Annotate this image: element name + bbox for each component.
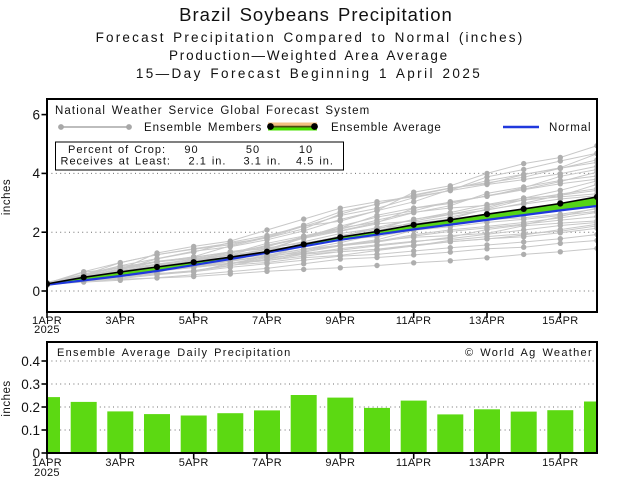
- svg-text:9APR: 9APR: [325, 315, 355, 327]
- svg-text:inches: inches: [1, 179, 13, 215]
- svg-text:Production—Weighted Area Avera: Production—Weighted Area Average: [169, 48, 449, 63]
- svg-text:7APR: 7APR: [252, 315, 282, 327]
- svg-text:0.2: 0.2: [21, 400, 40, 415]
- svg-text:90: 90: [184, 144, 198, 156]
- svg-text:Brazil Soybeans Precipitation: Brazil Soybeans Precipitation: [179, 4, 453, 25]
- svg-text:4: 4: [32, 166, 40, 181]
- svg-text:0.4: 0.4: [21, 354, 40, 369]
- svg-text:Ensemble Average: Ensemble Average: [331, 122, 442, 134]
- svg-text:Ensemble Average Daily Precipi: Ensemble Average Daily Precipitation: [57, 347, 292, 359]
- svg-text:National Weather Service Globa: National Weather Service Global Forecast…: [55, 105, 370, 117]
- svg-text:0.3: 0.3: [21, 377, 40, 392]
- svg-text:4.5 in.: 4.5 in.: [296, 156, 334, 168]
- svg-text:2.1 in.: 2.1 in.: [189, 156, 227, 168]
- svg-text:15APR: 15APR: [542, 457, 578, 469]
- svg-text:Receives at Least:: Receives at Least:: [61, 156, 172, 168]
- svg-text:2: 2: [32, 225, 40, 240]
- svg-text:13APR: 13APR: [469, 457, 505, 469]
- svg-text:inches: inches: [1, 380, 13, 416]
- svg-text:0.1: 0.1: [21, 423, 40, 438]
- svg-text:1APR: 1APR: [32, 457, 62, 469]
- svg-text:6: 6: [32, 107, 40, 122]
- svg-text:15APR: 15APR: [542, 315, 578, 327]
- svg-text:13APR: 13APR: [469, 315, 505, 327]
- svg-text:10: 10: [299, 144, 313, 156]
- svg-text:Forecast Precipitation Compare: Forecast Precipitation Compared to Norma…: [96, 30, 525, 45]
- svg-text:15—Day Forecast Beginning 1 Ap: 15—Day Forecast Beginning 1 April 2025: [136, 66, 482, 81]
- svg-text:Ensemble Members: Ensemble Members: [144, 122, 262, 134]
- svg-text:1APR: 1APR: [32, 315, 62, 327]
- svg-text:3APR: 3APR: [105, 457, 135, 469]
- svg-text:Normal: Normal: [549, 122, 591, 134]
- svg-text:3APR: 3APR: [105, 315, 135, 327]
- svg-text:50: 50: [246, 144, 260, 156]
- svg-text:2025: 2025: [34, 467, 60, 479]
- svg-text:2025: 2025: [34, 324, 60, 336]
- svg-text:0: 0: [32, 284, 40, 299]
- svg-text:© World Ag Weather: © World Ag Weather: [465, 347, 593, 359]
- svg-text:11APR: 11APR: [396, 457, 432, 469]
- svg-text:3.1 in.: 3.1 in.: [244, 156, 282, 168]
- svg-text:9APR: 9APR: [325, 457, 355, 469]
- svg-text:Percent of Crop:: Percent of Crop:: [68, 144, 166, 156]
- svg-text:5APR: 5APR: [179, 315, 209, 327]
- svg-text:0: 0: [32, 446, 40, 461]
- svg-text:5APR: 5APR: [179, 457, 209, 469]
- svg-text:7APR: 7APR: [252, 457, 282, 469]
- svg-text:11APR: 11APR: [396, 315, 432, 327]
